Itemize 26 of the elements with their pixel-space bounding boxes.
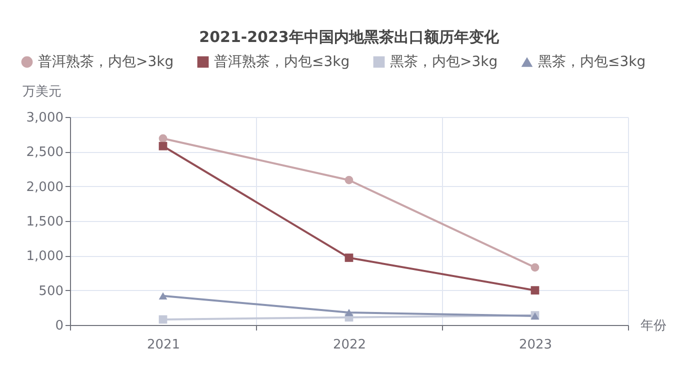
y-tick-label: 3,000 [26,110,64,126]
point [158,315,168,324]
point [158,142,168,150]
chart-title: 2021-2023年中国内地黑茶出口额历年变化 [199,28,500,46]
point [158,292,168,300]
point [530,263,540,272]
point [158,134,168,143]
point [344,308,354,316]
point [344,176,354,184]
y-tick-label: 2,500 [26,145,64,160]
x-tick-label: 2022 [332,338,366,352]
y-tick-label: 0 [55,318,64,334]
point [344,254,354,262]
x-axis-title: 年份 [640,318,666,334]
point [530,286,540,295]
y-axis-title: 万美元 [22,84,62,100]
legend-label: 普洱熟茶，内包≤3kg [214,53,350,70]
y-tick-label: 1,500 [26,214,64,230]
y-tick-label: 2,000 [26,180,64,195]
x-tick-label: 2023 [518,338,552,352]
legend-label: 黑茶，内包>3kg [390,54,498,70]
legend-label: 黑茶，内包≤3kg [538,54,646,70]
x-tick-label: 2021 [146,338,180,352]
y-tick-label: 1,000 [26,249,64,264]
y-tick-label: 500 [38,284,64,299]
legend-label: 普洱熟茶，内包>3kg [38,53,174,70]
